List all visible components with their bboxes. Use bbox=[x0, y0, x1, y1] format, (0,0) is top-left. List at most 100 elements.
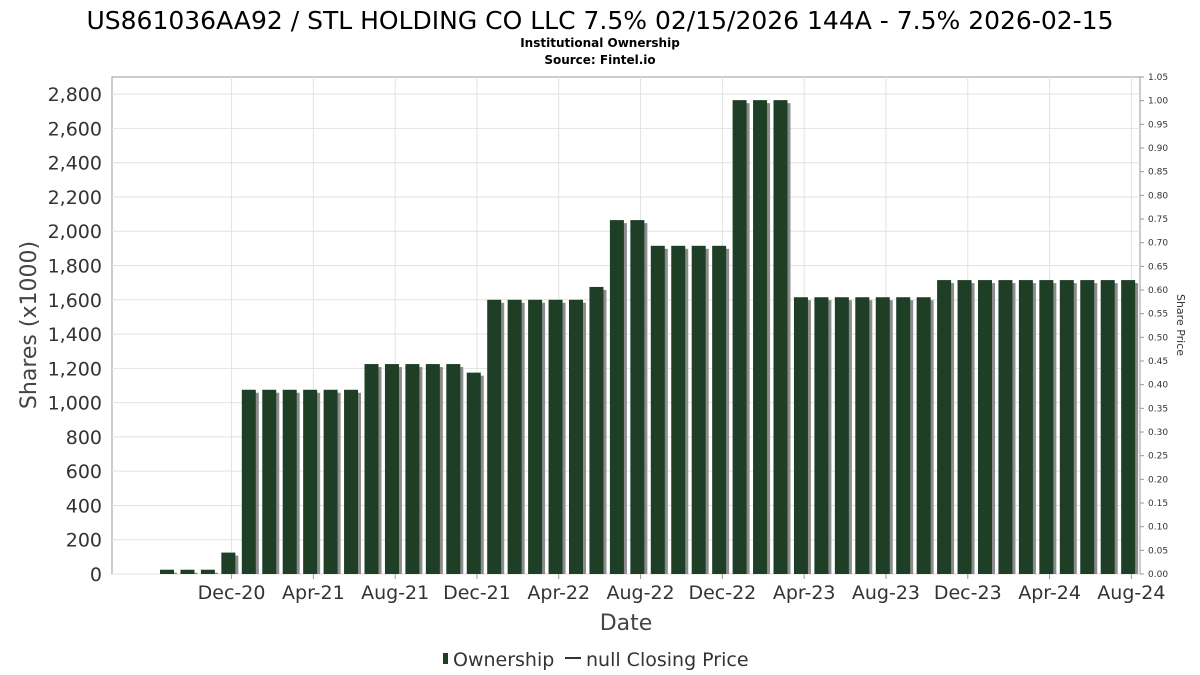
y-tick-label: 0 bbox=[90, 564, 102, 586]
x-tick-label: Apr-21 bbox=[282, 582, 345, 604]
y-tick-label: 200 bbox=[66, 530, 102, 552]
x-axis: Dec-20 Apr-21 Aug-21 Dec-21 Apr-22 Aug-22 Dec-… bbox=[198, 574, 1165, 604]
legend: Ownership null Closing Price bbox=[443, 649, 749, 671]
x-tick-label: Aug-23 bbox=[852, 582, 920, 604]
x-tick-label: Dec-21 bbox=[443, 582, 511, 604]
bar bbox=[548, 299, 563, 574]
bar bbox=[364, 364, 379, 574]
bar bbox=[405, 364, 420, 574]
y2-tick-label: 0.50 bbox=[1148, 333, 1168, 343]
x-axis-title: Date bbox=[600, 611, 653, 636]
y-tick-label: 2,000 bbox=[48, 221, 102, 243]
x-tick-label: Apr-24 bbox=[1018, 582, 1081, 604]
bar bbox=[978, 280, 992, 574]
bar bbox=[1121, 280, 1136, 574]
y-tick-label: 2,600 bbox=[48, 118, 102, 140]
bar bbox=[487, 299, 502, 574]
bar bbox=[1080, 280, 1095, 574]
bar bbox=[344, 389, 359, 574]
bar bbox=[200, 569, 215, 574]
bar bbox=[1100, 280, 1115, 574]
y-axis-title: Shares (x1000) bbox=[17, 241, 42, 409]
x-tick-label: Apr-22 bbox=[527, 582, 590, 604]
chart-subtitle: Institutional Ownership bbox=[520, 36, 680, 50]
bar bbox=[896, 297, 911, 574]
y-tick-label: 1,400 bbox=[48, 324, 102, 346]
x-tick-label: Dec-20 bbox=[198, 582, 266, 604]
bar bbox=[732, 100, 747, 575]
legend-ownership-label: Ownership bbox=[453, 649, 554, 671]
bar bbox=[855, 297, 870, 574]
bar bbox=[160, 569, 174, 574]
bar bbox=[384, 364, 399, 574]
bar bbox=[793, 297, 808, 574]
y2-tick-label: 0.40 bbox=[1148, 381, 1168, 391]
bar bbox=[425, 364, 440, 574]
bar bbox=[937, 280, 952, 574]
x-tick-label: Dec-23 bbox=[934, 582, 1002, 604]
y-axis-left: 0 200 400 600 800 1,000 1,200 1,400 1,600 1,800 2,… bbox=[48, 84, 102, 586]
x-tick-label: Aug-24 bbox=[1097, 582, 1165, 604]
bar bbox=[630, 220, 645, 574]
y-tick-label: 800 bbox=[66, 427, 102, 449]
x-tick-label: Aug-22 bbox=[607, 582, 675, 604]
bar bbox=[1018, 280, 1033, 574]
bar bbox=[528, 299, 543, 574]
y2-tick-label: 0.85 bbox=[1148, 168, 1168, 178]
bar bbox=[262, 389, 277, 574]
y-tick-label: 600 bbox=[66, 461, 102, 483]
y2-tick-label: 1.05 bbox=[1148, 73, 1168, 83]
y2-tick-label: 0.45 bbox=[1148, 357, 1168, 367]
bar bbox=[221, 552, 236, 574]
bar bbox=[712, 245, 727, 574]
legend-ownership-swatch bbox=[443, 653, 448, 664]
y-tick-label: 2,800 bbox=[48, 84, 102, 106]
y2-tick-label: 0.35 bbox=[1148, 404, 1168, 414]
y2-tick-label: 0.90 bbox=[1148, 144, 1168, 154]
bars bbox=[160, 100, 1139, 575]
y2-tick-label: 1.00 bbox=[1148, 97, 1168, 107]
y2-tick-label: 0.80 bbox=[1148, 191, 1168, 201]
bar bbox=[180, 569, 195, 574]
bar bbox=[773, 100, 788, 575]
y2-tick-label: 0.15 bbox=[1148, 499, 1168, 509]
bar bbox=[282, 389, 297, 574]
bar bbox=[957, 280, 972, 574]
y-tick-label: 400 bbox=[66, 495, 102, 517]
bar bbox=[569, 299, 583, 574]
legend-price-label: null Closing Price bbox=[586, 649, 749, 671]
bar bbox=[753, 100, 768, 575]
bar bbox=[691, 245, 706, 574]
x-tick-label: Dec-22 bbox=[688, 582, 756, 604]
chart-title: US861036AA92 / STL HOLDING CO LLC 7.5% 0… bbox=[86, 6, 1113, 35]
x-tick-label: Aug-21 bbox=[361, 582, 429, 604]
y2-tick-label: 0.30 bbox=[1148, 428, 1168, 438]
x-tick-label: Apr-23 bbox=[773, 582, 836, 604]
bar bbox=[609, 220, 624, 574]
bar bbox=[1039, 280, 1054, 574]
y2-tick-label: 0.05 bbox=[1148, 546, 1168, 556]
y2-tick-label: 0.60 bbox=[1148, 286, 1168, 296]
bar bbox=[303, 389, 318, 574]
bar bbox=[466, 372, 481, 574]
bar bbox=[814, 297, 829, 574]
y2-tick-label: 0.10 bbox=[1148, 523, 1168, 533]
bar bbox=[323, 389, 338, 574]
bar bbox=[241, 389, 256, 574]
bar bbox=[650, 245, 665, 574]
bar bbox=[1059, 280, 1074, 574]
y-tick-label: 1,200 bbox=[48, 358, 102, 380]
bar bbox=[507, 299, 522, 574]
y-tick-label: 1,600 bbox=[48, 290, 102, 312]
chart-source: Source: Fintel.io bbox=[544, 53, 655, 67]
bar bbox=[446, 364, 461, 574]
y2-tick-label: 0.75 bbox=[1148, 215, 1168, 225]
y-tick-label: 1,000 bbox=[48, 393, 102, 415]
y2-tick-label: 0.95 bbox=[1148, 120, 1168, 130]
y-tick-label: 1,800 bbox=[48, 256, 102, 278]
y-tick-label: 2,400 bbox=[48, 153, 102, 175]
bar bbox=[589, 286, 604, 574]
y2-tick-label: 0.00 bbox=[1148, 570, 1168, 580]
y2-axis-title: Share Price bbox=[1174, 294, 1187, 356]
